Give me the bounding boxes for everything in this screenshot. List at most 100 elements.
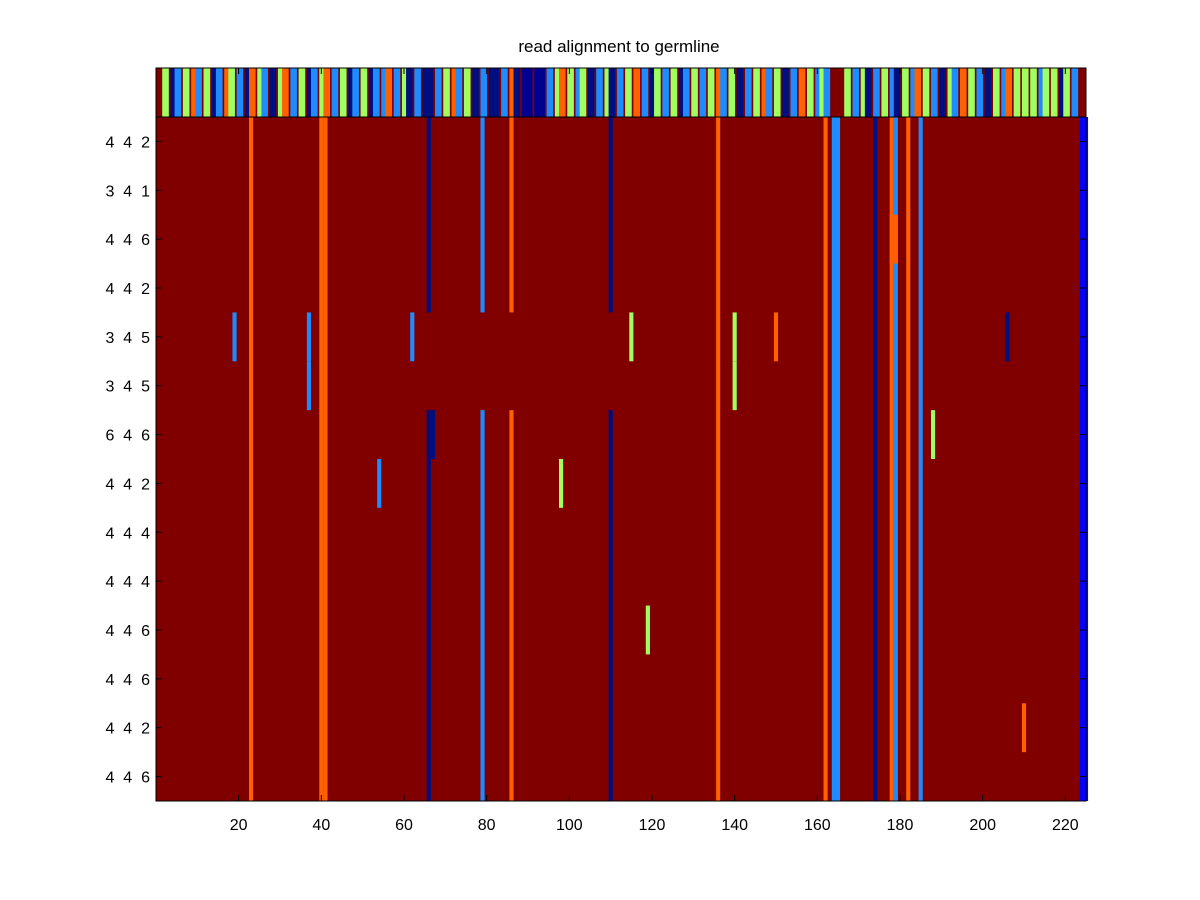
strip-cell [575, 68, 583, 117]
mismatch-column [249, 117, 254, 801]
strip-cell [914, 68, 922, 117]
strip-cell [968, 68, 975, 117]
strip-cell [162, 68, 169, 117]
mismatch-column [906, 117, 911, 801]
strip-cell [699, 68, 707, 117]
strip-cell [844, 68, 851, 117]
mismatch-column [823, 117, 828, 801]
x-tick-label: 20 [230, 817, 248, 834]
strip-cell [1005, 68, 1013, 117]
strip-cell [761, 68, 769, 117]
mismatch-column [716, 117, 721, 801]
strip-cell [633, 68, 641, 117]
mismatch-column [835, 117, 841, 801]
strip-cell [282, 68, 289, 117]
strip-cell [1038, 68, 1046, 117]
strip-cell [902, 68, 909, 117]
strip-cell [939, 68, 946, 117]
strip-cell [348, 68, 355, 117]
strip-cell [472, 68, 479, 117]
mismatch-cell [306, 361, 311, 411]
strip-cell [331, 68, 339, 117]
strip-cell [174, 68, 182, 117]
strip-cell [277, 68, 285, 117]
y-tick-label: 4 4 2 [106, 721, 151, 738]
mismatch-cell [732, 312, 737, 362]
y-tick-label: 4 4 2 [106, 476, 151, 493]
strip-cell [360, 68, 368, 117]
mismatch-column [889, 117, 894, 801]
strip-cell [211, 68, 219, 117]
strip-cell [381, 68, 388, 117]
strip-cell [683, 68, 690, 117]
strip-cell [368, 68, 376, 117]
strip-cell [1063, 68, 1070, 117]
strip-cell [224, 68, 231, 117]
strip-cell [1030, 68, 1037, 117]
strip-cell [426, 68, 434, 117]
mismatch-cell [889, 214, 894, 264]
strip-cell [815, 68, 822, 117]
strip-cell [922, 68, 930, 117]
strip-cell [463, 68, 471, 117]
strip-cell [790, 68, 798, 117]
strip-cell [604, 68, 612, 117]
x-tick-label: 40 [312, 817, 330, 834]
mismatch-cell [1021, 703, 1027, 753]
strip-cell [728, 68, 736, 117]
mismatch-cell [410, 312, 415, 362]
strip-cell [670, 68, 678, 117]
strip-cell [773, 68, 781, 117]
strip-cell [521, 68, 529, 117]
x-tick-label: 80 [478, 817, 496, 834]
mismatch-column [831, 117, 836, 801]
strip-cell [753, 68, 760, 117]
strip-cell [290, 68, 297, 117]
strip-cell [947, 68, 955, 117]
strip-cell [414, 68, 421, 117]
strip-cell [385, 68, 393, 117]
strip-cell [1042, 68, 1050, 117]
strip-cell [488, 68, 496, 117]
mismatch-column [323, 117, 328, 801]
germline-strip [156, 68, 1086, 117]
y-tick-label: 6 4 6 [106, 428, 151, 445]
strip-cell [182, 68, 190, 117]
mismatch-column [918, 117, 923, 801]
strip-cell [951, 68, 959, 117]
strip-cell [443, 68, 450, 117]
strip-cell [513, 68, 521, 117]
strip-cell [910, 68, 917, 117]
mismatch-cell [1005, 312, 1010, 362]
mismatch-column [480, 117, 485, 313]
strip-cell [1071, 68, 1079, 117]
mismatch-cell [559, 459, 564, 508]
strip-cell [435, 68, 442, 117]
strip-cell [236, 68, 244, 117]
strip-cell [170, 68, 178, 117]
strip-cell [616, 68, 624, 117]
x-axis: 20 40 60 80 100 120 140 160 180 200 220 [230, 68, 1079, 834]
mismatch-column [873, 117, 878, 801]
mismatch-cell [931, 410, 936, 459]
strip-cell [492, 68, 500, 117]
strip-cell [228, 68, 235, 117]
strip-cell [422, 68, 430, 117]
strip-cell [860, 68, 868, 117]
strip-cell [554, 68, 562, 117]
strip-cell [306, 68, 314, 117]
mismatch-cell [232, 312, 237, 362]
x-tick-label: 200 [969, 817, 996, 834]
x-tick-label: 100 [556, 817, 583, 834]
strip-cell [889, 68, 897, 117]
y-tick-label: 4 4 4 [106, 525, 151, 542]
strip-cell [406, 68, 413, 117]
strip-cell [546, 68, 554, 117]
strip-cell [649, 68, 657, 117]
y-tick-label: 3 4 1 [106, 183, 151, 200]
strip-cell [587, 68, 595, 117]
strip-cell [993, 68, 1000, 117]
strip-cell [501, 68, 508, 117]
y-tick-label: 4 4 6 [106, 623, 151, 640]
